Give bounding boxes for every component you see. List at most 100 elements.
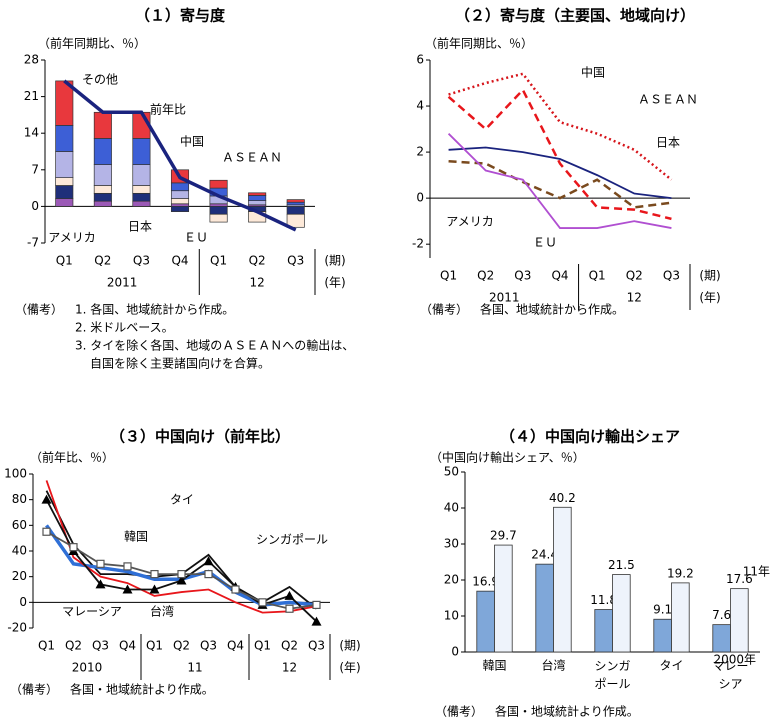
bar-segment — [93, 138, 112, 165]
marker — [204, 569, 213, 579]
chart-title: （４）中国向け輸出シェア — [500, 428, 680, 446]
bar-segment — [170, 198, 190, 205]
series-label: ＡＳＥＡＮ — [222, 151, 282, 165]
x-tick-label: Q4 — [551, 269, 568, 283]
x-tick-label: シンガポール — [594, 659, 630, 691]
bar-segment — [132, 164, 151, 186]
y-tick-label: 14 — [24, 126, 39, 140]
bar-segment — [170, 190, 190, 199]
x-group-unit: (年) — [339, 661, 360, 675]
chart-title: （３）中国向け（前年比） — [110, 428, 290, 446]
y-tick-label: 0 — [31, 199, 39, 213]
series-label: 中国 — [581, 65, 605, 80]
y-tick-label: 2 — [416, 145, 424, 159]
x-group-label: 2011 — [107, 276, 138, 290]
line — [448, 146, 672, 200]
bar — [476, 590, 495, 653]
bar-segment — [286, 199, 305, 203]
x-tick-label: Q1 — [589, 269, 606, 283]
data-label: 21.5 — [608, 558, 635, 572]
series-label: 前年比 — [150, 102, 186, 117]
chart-title: （１）寄与度 — [135, 7, 226, 25]
marker — [176, 575, 187, 585]
x-tick-label: タイ — [659, 659, 683, 673]
x-tick-label: Q3 — [514, 269, 531, 283]
line — [447, 87, 672, 221]
x-tick-label: Q1 — [210, 254, 227, 268]
bar-segment — [55, 125, 74, 152]
bar-segment — [170, 203, 190, 207]
data-label: 24.4 — [531, 548, 558, 562]
bar — [730, 588, 749, 653]
bar-segment — [55, 185, 74, 199]
marker — [284, 590, 295, 600]
bar-segment — [248, 200, 267, 206]
x-tick-label: Q1 — [440, 269, 457, 283]
y-tick-label: 0 — [416, 191, 424, 205]
x-tick-label: 韓国 — [482, 659, 506, 673]
x-tick-label: Q3 — [287, 254, 304, 268]
x-tick-label: Q3 — [200, 639, 217, 653]
marker — [42, 527, 51, 536]
x-unit: (期) — [339, 639, 360, 653]
x-tick-label: Q3 — [308, 639, 325, 653]
marker — [69, 543, 78, 552]
bar-segment — [132, 185, 151, 194]
bar-segment — [93, 200, 112, 207]
bar-segment — [55, 151, 74, 178]
y-axis-label: （前年比、％） — [30, 450, 114, 465]
x-group-label: 2011 — [489, 291, 520, 305]
bar-segment — [132, 138, 151, 165]
x-group-label: 2010 — [72, 661, 103, 675]
y-tick-label: -20 — [7, 621, 27, 635]
marker — [150, 569, 159, 579]
x-tick-label: Q2 — [65, 639, 82, 653]
bar-segment — [93, 192, 112, 202]
y-tick-label: 30 — [444, 537, 459, 551]
data-label: 16.9 — [472, 575, 499, 589]
bar — [553, 506, 572, 653]
bar — [671, 582, 690, 653]
y-tick-label: 40 — [444, 501, 459, 515]
bar — [653, 618, 672, 653]
note: 各国・地域統計より作成。 — [70, 682, 214, 697]
series-label: 日本 — [128, 220, 152, 234]
x-tick-label: Q3 — [663, 269, 680, 283]
bar — [594, 609, 613, 653]
y-tick-label: 100 — [4, 467, 27, 481]
x-group-label: 11 — [187, 661, 202, 675]
series-label: 2000年 — [713, 653, 756, 667]
bar-segment — [248, 195, 267, 201]
y-tick-label: -2 — [412, 237, 424, 251]
x-unit: (期) — [699, 269, 720, 283]
y-tick-label: -7 — [27, 236, 39, 250]
data-label: 19.2 — [667, 566, 694, 580]
bar-segment — [132, 200, 151, 207]
bar-segment — [93, 164, 112, 186]
x-tick-label: Q4 — [171, 254, 188, 268]
bar-segment — [55, 198, 74, 207]
marker — [41, 494, 52, 504]
series-label: アメリカ — [48, 231, 95, 245]
x-tick-label: 台湾 — [541, 658, 565, 673]
series-label: 11年 — [743, 565, 770, 579]
bar-segment — [286, 201, 305, 206]
x-group-label: 12 — [627, 291, 642, 305]
marker — [203, 556, 214, 566]
line — [448, 160, 672, 209]
marker — [258, 598, 267, 607]
series-label: アメリカ — [446, 215, 493, 229]
x-unit: (期) — [324, 254, 345, 268]
note: 各国・地域統計より作成。 — [495, 704, 639, 719]
bar — [712, 624, 731, 653]
note: 各国、地域統計から作成。 — [480, 302, 624, 317]
marker — [177, 569, 186, 579]
x-tick-label: Q1 — [38, 639, 55, 653]
series-label: 中国 — [180, 134, 204, 149]
marker — [311, 616, 322, 626]
y-axis-label: （中国向け輸出シェア、％） — [430, 450, 585, 465]
y-axis-label: （前年同期比、％） — [425, 36, 533, 51]
note: （備考） — [10, 682, 58, 697]
x-tick-label: マレーシア — [712, 659, 748, 691]
bar-segment — [93, 185, 112, 194]
